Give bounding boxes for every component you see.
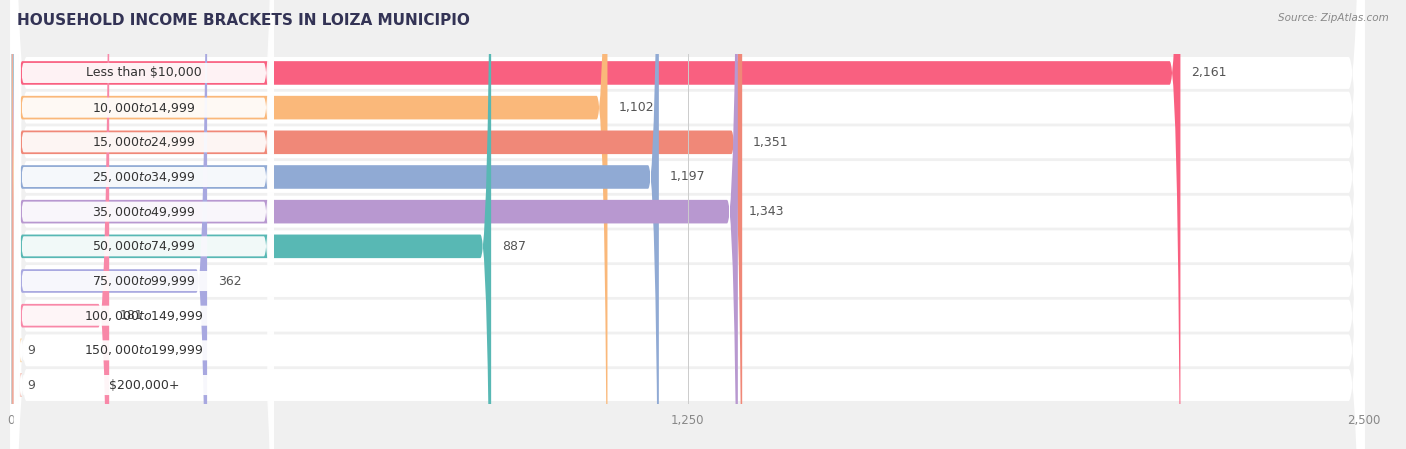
FancyBboxPatch shape [10, 0, 1365, 449]
FancyBboxPatch shape [10, 0, 1365, 449]
FancyBboxPatch shape [10, 0, 1365, 449]
FancyBboxPatch shape [14, 0, 274, 449]
Text: $50,000 to $74,999: $50,000 to $74,999 [91, 239, 195, 253]
FancyBboxPatch shape [11, 0, 491, 449]
Text: 9: 9 [27, 344, 35, 357]
FancyBboxPatch shape [10, 0, 1365, 449]
Text: 1,102: 1,102 [619, 101, 654, 114]
Text: 362: 362 [218, 274, 242, 287]
Text: $10,000 to $14,999: $10,000 to $14,999 [91, 101, 195, 114]
Text: $150,000 to $199,999: $150,000 to $199,999 [84, 343, 204, 357]
FancyBboxPatch shape [10, 0, 1365, 449]
FancyBboxPatch shape [11, 0, 659, 449]
Text: 887: 887 [502, 240, 526, 253]
Text: 1,197: 1,197 [669, 171, 706, 184]
FancyBboxPatch shape [14, 0, 274, 449]
FancyBboxPatch shape [6, 0, 22, 449]
FancyBboxPatch shape [10, 0, 1365, 449]
FancyBboxPatch shape [6, 0, 22, 449]
FancyBboxPatch shape [14, 0, 274, 449]
Text: 1,351: 1,351 [754, 136, 789, 149]
FancyBboxPatch shape [14, 0, 274, 449]
Text: 181: 181 [120, 309, 143, 322]
FancyBboxPatch shape [11, 0, 110, 449]
Text: $75,000 to $99,999: $75,000 to $99,999 [91, 274, 195, 288]
FancyBboxPatch shape [14, 0, 274, 449]
FancyBboxPatch shape [14, 0, 274, 449]
FancyBboxPatch shape [14, 0, 274, 449]
FancyBboxPatch shape [11, 0, 1181, 449]
FancyBboxPatch shape [11, 0, 207, 449]
Text: Less than $10,000: Less than $10,000 [86, 66, 201, 79]
Text: $35,000 to $49,999: $35,000 to $49,999 [91, 205, 195, 219]
FancyBboxPatch shape [14, 0, 274, 449]
FancyBboxPatch shape [10, 0, 1365, 449]
FancyBboxPatch shape [11, 0, 607, 449]
FancyBboxPatch shape [11, 0, 742, 449]
FancyBboxPatch shape [14, 0, 274, 449]
Text: 1,343: 1,343 [748, 205, 785, 218]
Text: $100,000 to $149,999: $100,000 to $149,999 [84, 308, 204, 323]
Text: 9: 9 [27, 379, 35, 392]
Text: $25,000 to $34,999: $25,000 to $34,999 [91, 170, 195, 184]
Text: $15,000 to $24,999: $15,000 to $24,999 [91, 135, 195, 150]
Text: $200,000+: $200,000+ [108, 379, 179, 392]
FancyBboxPatch shape [11, 0, 738, 449]
Text: HOUSEHOLD INCOME BRACKETS IN LOIZA MUNICIPIO: HOUSEHOLD INCOME BRACKETS IN LOIZA MUNIC… [17, 13, 470, 28]
Text: Source: ZipAtlas.com: Source: ZipAtlas.com [1278, 13, 1389, 23]
FancyBboxPatch shape [10, 0, 1365, 449]
FancyBboxPatch shape [10, 0, 1365, 449]
FancyBboxPatch shape [14, 0, 274, 449]
FancyBboxPatch shape [10, 0, 1365, 449]
Text: 2,161: 2,161 [1191, 66, 1226, 79]
